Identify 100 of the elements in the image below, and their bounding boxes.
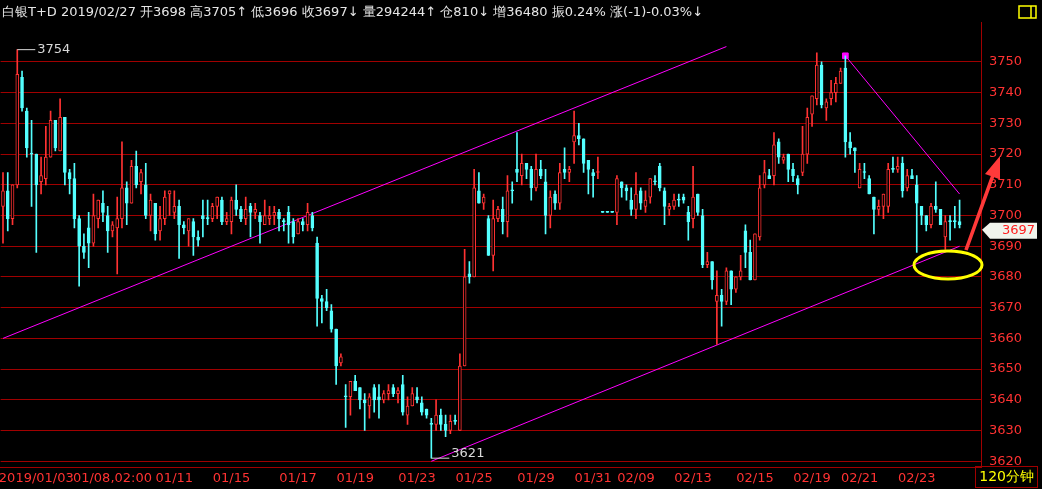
candlestick [715, 270, 719, 345]
candlestick [172, 190, 177, 219]
candlestick [895, 156, 900, 173]
candlestick [143, 162, 148, 219]
candlestick [619, 181, 624, 198]
candlestick [929, 202, 933, 229]
candlestick [515, 132, 519, 183]
candlestick [115, 196, 120, 275]
candlestick [381, 390, 386, 404]
candlestick [243, 196, 248, 226]
candlestick [34, 153, 39, 253]
candlestick [472, 169, 476, 278]
candlestick [519, 153, 524, 186]
candlestick [82, 233, 86, 259]
candlestick [105, 205, 110, 253]
candlestick [805, 107, 810, 164]
candlestick [772, 132, 776, 186]
x-tick-label: 01/11 [155, 469, 194, 485]
candlestick [101, 190, 105, 222]
candlestick [277, 209, 281, 232]
x-tick-label: 01/25 [455, 469, 493, 485]
annotation: 3754 [37, 41, 71, 57]
candlestick [296, 218, 300, 235]
candlestick [234, 184, 239, 216]
candlestick [339, 353, 343, 367]
x-tick-label: 01/17 [279, 469, 317, 485]
candlestick [829, 80, 833, 106]
candlestick [814, 52, 819, 106]
candlestick [867, 175, 871, 195]
x-tick-label: 02/19 [793, 469, 831, 485]
candlestick [139, 169, 143, 195]
candlestick [201, 199, 205, 238]
candlestick [258, 212, 262, 244]
candlestick [239, 205, 243, 222]
candlestick [124, 181, 129, 226]
candlestick [29, 119, 34, 207]
candlestick [343, 384, 348, 428]
candlestick [134, 150, 139, 189]
candlestick [548, 190, 553, 229]
candlestick [372, 384, 377, 413]
candlestick [924, 215, 929, 232]
candlestick [557, 162, 562, 210]
candlestick [538, 159, 543, 179]
text: 3697 [1001, 222, 1035, 238]
x-tick-label: 02/09 [617, 469, 655, 485]
candlestick [496, 205, 500, 222]
x-tick-label: 01/15 [212, 469, 251, 485]
y-tick-label: 3710 [989, 176, 1023, 192]
x-tick-label: 01/23 [398, 469, 436, 485]
x-tick-label: 01/31 [574, 469, 612, 485]
candlestick [553, 190, 557, 210]
candlestick [914, 175, 919, 253]
candlestick [933, 181, 938, 213]
candlestick [153, 202, 158, 241]
candlestick [734, 276, 738, 293]
candlestick [648, 178, 653, 204]
x-tick-label: 02/21 [840, 469, 879, 485]
candlestick [657, 162, 662, 192]
candlestick [215, 196, 219, 219]
candlestick [5, 172, 10, 232]
candlestick [272, 205, 277, 226]
y-tick-label: 3700 [989, 206, 1023, 222]
y-tick-label: 3730 [989, 114, 1023, 130]
annotation: 3621 [451, 445, 485, 461]
candlestick [653, 175, 657, 186]
x-tick-label: 02/13 [674, 469, 712, 485]
y-tick-label: 3750 [989, 53, 1023, 69]
candlestick [315, 236, 319, 327]
candlestick [391, 384, 396, 398]
candlestick [634, 172, 638, 219]
candlestick [334, 328, 338, 385]
candlestick [39, 156, 43, 195]
candlestick [795, 175, 800, 195]
candlestick [667, 202, 672, 216]
candlestick [24, 107, 29, 158]
candlestick [691, 166, 695, 229]
candlestick [786, 153, 791, 183]
chart-title: 白银T+D 2019/02/27 开3698 高3705↑ 低3696 收3697↓ 量294244↑ 仓810↓ 增36480 振0.24% 涨(-1)-0.03%↓ [2, 3, 704, 21]
candlestick [886, 162, 891, 213]
y-tick-label: 3740 [989, 84, 1023, 100]
x-tick-label: 02/15 [736, 469, 774, 485]
candlestick [396, 387, 400, 404]
candlestick [353, 374, 358, 391]
candlestick [534, 153, 538, 192]
candlestick [182, 221, 186, 235]
candlestick [629, 187, 634, 216]
candlestick [500, 196, 505, 235]
candlestick [120, 141, 124, 229]
candlestick [910, 169, 914, 179]
candlestick [943, 215, 948, 250]
x-tick-label: 2019/01/03 [0, 469, 74, 485]
candlestick [529, 166, 534, 201]
y-tick-label: 3650 [989, 360, 1023, 376]
x-tick-label: 02/23 [898, 469, 936, 485]
candlestick [162, 190, 167, 226]
candlestick [419, 396, 424, 416]
x-tick-label: 01/19 [336, 469, 374, 485]
candlestick [301, 218, 305, 232]
x-tick-label: 01/08,02:00 [72, 469, 152, 485]
candlestick [757, 175, 762, 241]
